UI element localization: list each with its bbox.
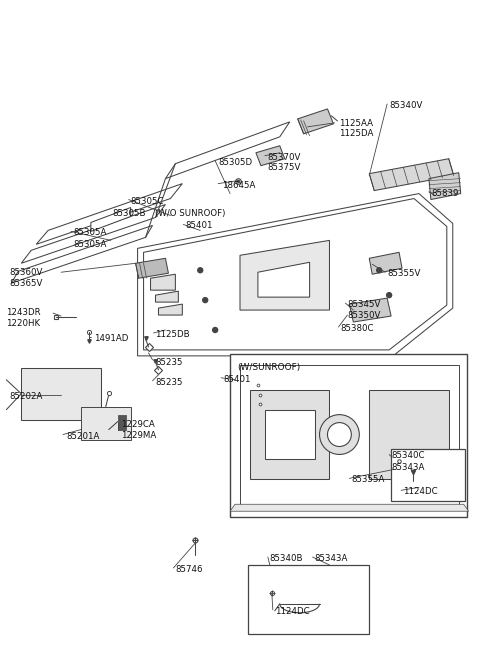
Polygon shape — [250, 390, 329, 479]
Text: 85235: 85235 — [156, 378, 183, 387]
Text: 1220HK: 1220HK — [6, 319, 40, 328]
Text: 85343A: 85343A — [391, 464, 424, 472]
Text: 1229MA: 1229MA — [120, 430, 156, 440]
Text: 1243DR: 1243DR — [6, 308, 41, 317]
Polygon shape — [369, 390, 449, 479]
Circle shape — [387, 293, 392, 297]
Text: 85202A: 85202A — [9, 392, 43, 401]
Text: 85355A: 85355A — [351, 476, 385, 484]
Text: (W/O SUNROOF): (W/O SUNROOF) — [156, 208, 226, 217]
Polygon shape — [298, 109, 334, 134]
Text: 85370V: 85370V — [268, 153, 301, 162]
Text: 1491AD: 1491AD — [94, 334, 128, 343]
Polygon shape — [265, 409, 314, 459]
Polygon shape — [349, 298, 391, 322]
Circle shape — [327, 422, 351, 447]
Text: 18645A: 18645A — [222, 181, 255, 190]
Polygon shape — [230, 504, 468, 511]
Text: 85360V: 85360V — [9, 269, 43, 277]
Text: 85380C: 85380C — [340, 324, 374, 333]
Polygon shape — [256, 146, 285, 166]
Polygon shape — [21, 368, 101, 420]
Polygon shape — [429, 173, 461, 200]
Text: 85343A: 85343A — [314, 554, 348, 563]
Polygon shape — [138, 194, 453, 356]
Circle shape — [213, 328, 217, 333]
Text: 85201A: 85201A — [66, 432, 99, 441]
Text: 85305C: 85305C — [131, 196, 164, 206]
Polygon shape — [118, 415, 126, 430]
Polygon shape — [158, 304, 182, 315]
Text: 1125AA: 1125AA — [339, 119, 373, 128]
Text: 85345V: 85345V — [348, 300, 381, 309]
Polygon shape — [391, 449, 465, 501]
Circle shape — [320, 415, 360, 455]
Text: 85401: 85401 — [223, 375, 251, 384]
Text: 85839: 85839 — [431, 189, 458, 198]
Polygon shape — [230, 354, 467, 517]
Text: (W/SUNROOF): (W/SUNROOF) — [237, 363, 300, 372]
Text: 85305D: 85305D — [218, 158, 252, 167]
Polygon shape — [248, 565, 369, 633]
Text: 1124DC: 1124DC — [275, 607, 310, 616]
Polygon shape — [136, 258, 168, 278]
Text: 1229CA: 1229CA — [120, 420, 155, 428]
Polygon shape — [81, 407, 131, 440]
Polygon shape — [240, 365, 459, 509]
Polygon shape — [91, 208, 131, 231]
Text: 85235: 85235 — [156, 358, 183, 367]
Text: 85340C: 85340C — [391, 451, 425, 460]
Text: 1125DA: 1125DA — [339, 129, 374, 138]
Circle shape — [377, 268, 382, 272]
Polygon shape — [36, 183, 182, 244]
Polygon shape — [369, 159, 454, 191]
Polygon shape — [156, 291, 179, 302]
Text: 1125DB: 1125DB — [156, 330, 190, 339]
Text: 85305A: 85305A — [73, 240, 107, 250]
Circle shape — [203, 297, 208, 303]
Polygon shape — [240, 240, 329, 310]
Polygon shape — [369, 252, 402, 274]
Text: 1124DC: 1124DC — [403, 487, 438, 496]
Text: 85355V: 85355V — [387, 269, 420, 278]
Text: 85365V: 85365V — [9, 279, 43, 288]
Polygon shape — [258, 262, 310, 297]
Polygon shape — [166, 122, 290, 179]
Text: 85350V: 85350V — [348, 311, 381, 320]
Polygon shape — [144, 198, 447, 350]
Polygon shape — [21, 204, 166, 263]
Text: 85305A: 85305A — [73, 229, 107, 237]
Text: 85340V: 85340V — [389, 101, 422, 110]
Text: 85375V: 85375V — [268, 162, 301, 172]
Circle shape — [198, 268, 203, 272]
Text: 85305B: 85305B — [113, 208, 146, 217]
Text: 85401: 85401 — [185, 221, 213, 231]
Polygon shape — [12, 225, 153, 283]
Text: 85746: 85746 — [175, 565, 203, 574]
Text: 85340B: 85340B — [270, 554, 303, 563]
Polygon shape — [151, 274, 175, 290]
